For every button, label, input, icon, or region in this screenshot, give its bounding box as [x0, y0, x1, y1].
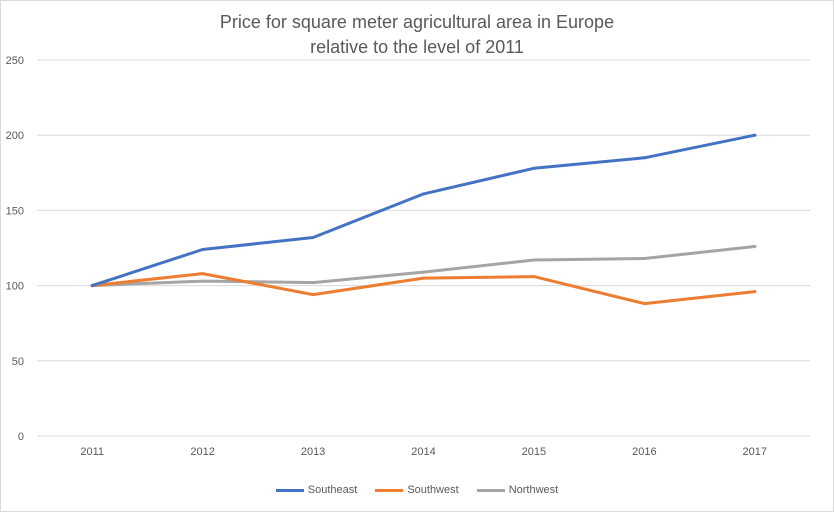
y-tick-label-200: 200 [6, 130, 24, 142]
legend-swatch-southeast [275, 488, 304, 492]
chart-subtitle: relative to the level of 2011 [310, 37, 524, 57]
legend-label-southwest: Southwest [407, 484, 459, 496]
x-tick-label-2013: 2013 [301, 446, 325, 458]
legend-item-southwest[interactable]: Southwest [375, 484, 459, 496]
legend-item-southeast[interactable]: Southeast [275, 484, 358, 496]
data-point-southeast-2015 [532, 166, 536, 170]
legend-swatch-northwest [476, 488, 505, 492]
x-tick-label-2011: 2011 [80, 446, 104, 458]
data-point-southwest-2014 [422, 276, 425, 280]
y-tick-label-250: 250 [6, 55, 24, 67]
data-point-southwest-2017 [753, 290, 757, 294]
x-tick-label-2016: 2016 [632, 446, 656, 458]
x-tick-label-2015: 2015 [522, 446, 546, 458]
data-point-southeast-2014 [422, 192, 425, 196]
data-point-northwest-2014 [422, 270, 425, 274]
data-point-southeast-2017 [753, 133, 757, 137]
data-point-northwest-2016 [642, 257, 646, 261]
y-tick-label-50: 50 [12, 356, 24, 368]
legend: Southeast Southwest Northwest [0, 484, 834, 496]
data-point-northwest-2013 [311, 281, 315, 285]
x-tick-label-2012: 2012 [190, 446, 214, 458]
legend-label-northwest: Northwest [508, 484, 559, 496]
data-point-southwest-2013 [311, 293, 315, 297]
y-tick-label-150: 150 [6, 205, 24, 217]
data-point-southeast-2011 [90, 284, 94, 288]
data-point-southwest-2015 [532, 275, 536, 279]
data-point-northwest-2012 [201, 279, 205, 283]
y-tick-label-100: 100 [6, 281, 24, 293]
legend-item-northwest[interactable]: Northwest [476, 484, 559, 496]
data-point-southeast-2016 [642, 156, 646, 160]
x-tick-label-2014: 2014 [411, 446, 435, 458]
chart-title: Price for square meter agricultural area… [219, 12, 615, 32]
x-tick-label-2017: 2017 [743, 446, 767, 458]
y-tick-label-0: 0 [18, 431, 24, 443]
data-point-southeast-2012 [201, 248, 205, 252]
data-point-southwest-2012 [201, 272, 205, 276]
data-point-southeast-2013 [311, 235, 315, 239]
data-point-southwest-2016 [642, 302, 646, 306]
legend-label-southeast: Southeast [307, 484, 358, 496]
legend-swatch-southwest [375, 488, 404, 492]
data-point-northwest-2017 [753, 244, 757, 248]
data-point-northwest-2015 [532, 258, 536, 262]
